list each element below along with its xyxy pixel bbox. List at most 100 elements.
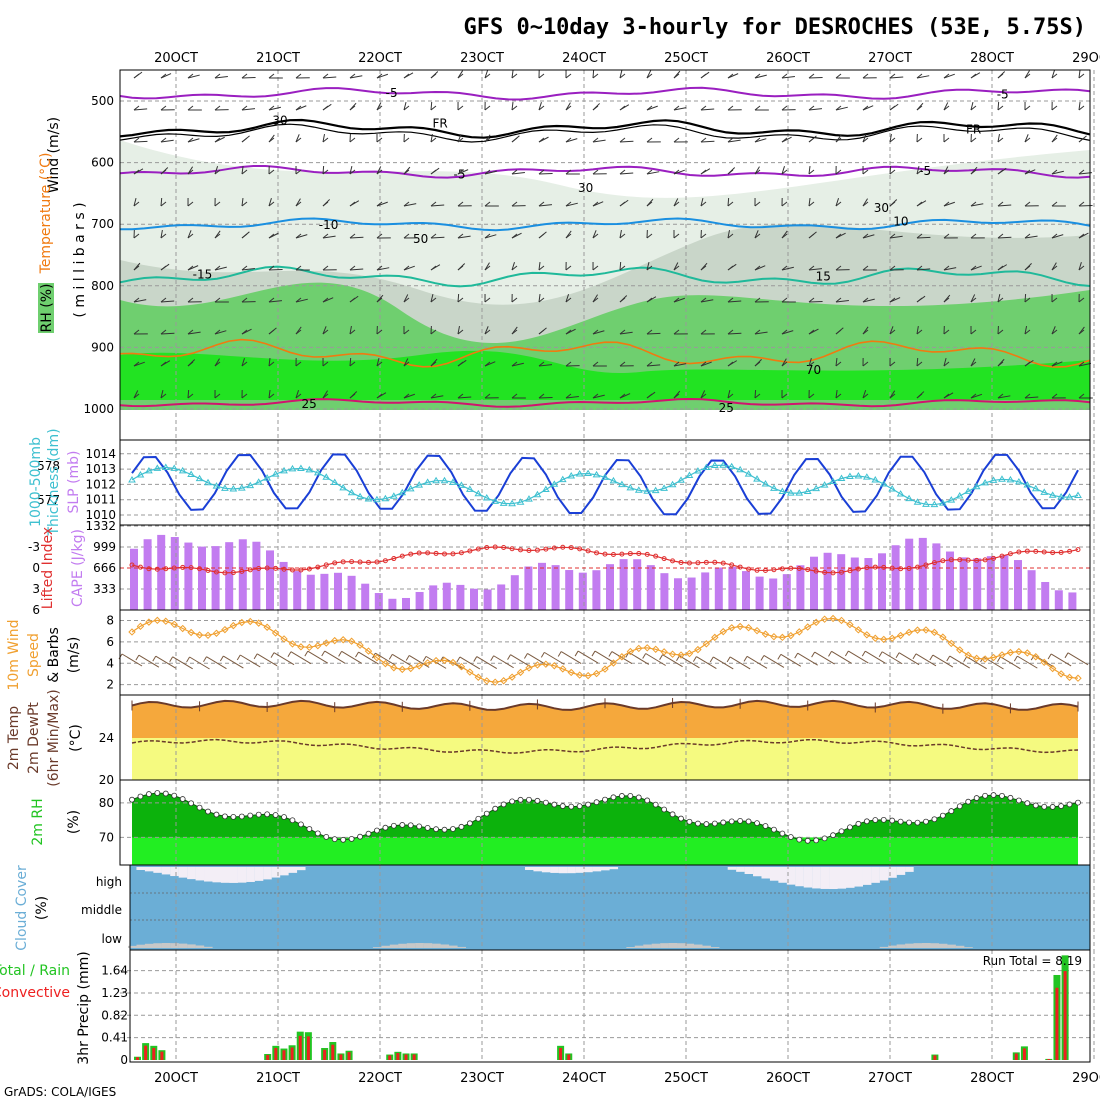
precip-convective-bar bbox=[1047, 1059, 1051, 1060]
wind-barb-flag bbox=[619, 169, 626, 175]
wind-barb-flag bbox=[781, 137, 788, 143]
wind-barb-flag bbox=[970, 265, 977, 271]
wind-barb bbox=[187, 74, 200, 79]
wind-barb-flag bbox=[511, 169, 518, 175]
wind-barb-flag bbox=[673, 137, 680, 143]
wind-barb bbox=[700, 108, 715, 111]
wind10-barb-flag bbox=[422, 656, 427, 662]
pressure-tick: 800 bbox=[91, 279, 114, 293]
wind-barb-flag bbox=[700, 233, 707, 239]
wind-barb-flag bbox=[565, 265, 572, 271]
cloud-high-bar bbox=[592, 867, 602, 872]
cape-bar bbox=[442, 582, 451, 610]
wind-barb bbox=[457, 325, 460, 335]
wind-tick: 8 bbox=[106, 613, 114, 627]
wind-barb-flag bbox=[1024, 297, 1031, 303]
wind10-barb bbox=[1033, 654, 1055, 668]
wind-barb-flag bbox=[619, 73, 626, 79]
wind-barb-flag bbox=[241, 329, 248, 335]
rh2m-marker bbox=[965, 798, 972, 805]
wind-barb bbox=[187, 389, 190, 399]
wind-barb-flag bbox=[673, 361, 680, 367]
wind-barb-flag bbox=[349, 297, 356, 303]
wind-barb-flag bbox=[727, 169, 734, 175]
wind-barb bbox=[1078, 101, 1081, 111]
rh2m-marker bbox=[238, 813, 245, 820]
date-label: 22OCT bbox=[358, 1071, 402, 1086]
wind-barb-flag bbox=[808, 73, 815, 79]
wind-barb-flag bbox=[1078, 73, 1085, 79]
slp-tick: 1013 bbox=[85, 462, 116, 476]
date-label: 23OCT bbox=[460, 51, 504, 66]
wind-barb bbox=[268, 106, 281, 111]
wind-barb bbox=[646, 364, 661, 367]
rh2m-marker bbox=[618, 793, 625, 799]
wind-barb-flag bbox=[700, 169, 707, 175]
wind10-marker bbox=[432, 656, 440, 665]
rh2m-marker bbox=[424, 824, 431, 831]
thickness-tick: 578 bbox=[37, 459, 60, 473]
wind-barb-flag bbox=[646, 393, 653, 399]
rh2m-marker bbox=[762, 823, 769, 829]
cape-bar bbox=[810, 556, 818, 610]
ylabel-thickness-unit: Thickness (dm) bbox=[46, 428, 62, 536]
wind-barb-flag bbox=[700, 73, 707, 79]
wind-barb-flag bbox=[619, 105, 626, 111]
rh2m-marker bbox=[914, 819, 921, 826]
wind-barb bbox=[1024, 396, 1039, 399]
wind-barb-flag bbox=[187, 233, 194, 239]
wind-barb-flag bbox=[1024, 137, 1031, 143]
wind10-barb-flag bbox=[591, 650, 596, 657]
ylabel-minmax: (6hr Min/Max) bbox=[46, 689, 62, 786]
rh2m-marker bbox=[585, 801, 592, 808]
rh2m-marker bbox=[551, 801, 558, 808]
cloud-low-bar bbox=[423, 943, 433, 948]
wind-barb-flag bbox=[160, 137, 167, 143]
wind-barb bbox=[943, 166, 949, 175]
wind-barb-flag bbox=[160, 201, 167, 207]
cloud-high-bar bbox=[263, 867, 272, 880]
wind-barb-flag bbox=[1078, 169, 1085, 175]
wind-barb-flag bbox=[565, 297, 572, 303]
date-label: 24OCT bbox=[562, 51, 606, 66]
wind-barb-flag bbox=[511, 105, 518, 111]
li-tick: -3 bbox=[28, 540, 40, 554]
wind-barb bbox=[781, 76, 795, 79]
wind-barb-flag bbox=[241, 361, 248, 367]
precip-convective-bar bbox=[347, 1052, 351, 1060]
rh2m-marker bbox=[357, 833, 363, 840]
cape-bar bbox=[361, 583, 370, 610]
rh2m-marker bbox=[407, 822, 414, 829]
ylabel-temperature: Temperature (°C) bbox=[38, 153, 54, 275]
cloud-low-bar bbox=[964, 947, 973, 948]
cape-bar bbox=[592, 570, 601, 610]
wind10-barb bbox=[560, 651, 582, 664]
wind-barb-flag bbox=[538, 361, 545, 367]
wind-barb-flag bbox=[916, 169, 923, 175]
wind-barb bbox=[619, 172, 634, 175]
precip-convective-bar bbox=[933, 1055, 937, 1060]
contour-label: 25 bbox=[719, 401, 734, 415]
wind-barb-flag bbox=[916, 297, 923, 303]
wind10-marker bbox=[651, 645, 660, 653]
wind-barb bbox=[646, 262, 650, 271]
cape-bar bbox=[374, 593, 383, 610]
cloud-low-bar bbox=[448, 945, 458, 948]
wind-barb-flag bbox=[403, 361, 410, 367]
wind10-barb bbox=[138, 654, 160, 668]
wind-barb bbox=[268, 198, 272, 207]
cape-bar bbox=[347, 575, 356, 610]
wind-barb bbox=[322, 165, 325, 175]
wind-barb-flag bbox=[484, 297, 491, 303]
cloud-low-bar bbox=[921, 943, 931, 948]
wind-barb-flag bbox=[403, 329, 410, 335]
wind-barb-flag bbox=[835, 297, 842, 303]
ylabel-cape: CAPE (J/kg) bbox=[70, 529, 86, 607]
rh2m-marker bbox=[205, 808, 211, 815]
wind10-barb-flag bbox=[608, 651, 613, 657]
cloud-low-bar bbox=[457, 946, 467, 948]
wind10-marker bbox=[635, 644, 643, 653]
wind-barb-flag bbox=[187, 297, 194, 303]
wind10-barb bbox=[1000, 656, 1021, 670]
wind-barb bbox=[997, 395, 1011, 399]
